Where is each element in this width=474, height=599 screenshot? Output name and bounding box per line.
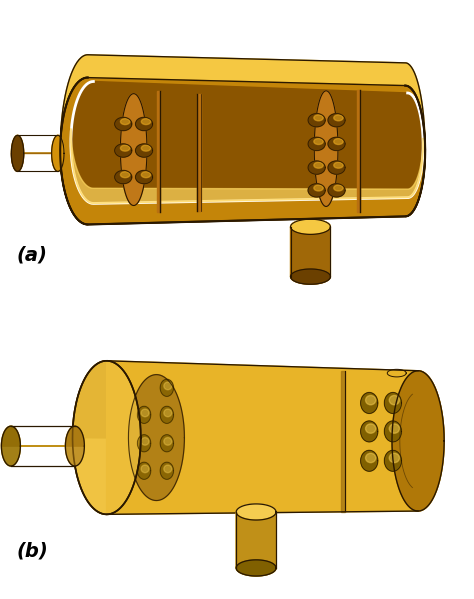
Ellipse shape — [137, 435, 151, 452]
Ellipse shape — [328, 114, 345, 127]
Ellipse shape — [141, 409, 149, 417]
Polygon shape — [128, 374, 184, 501]
Polygon shape — [341, 371, 345, 513]
Ellipse shape — [308, 114, 325, 127]
Polygon shape — [120, 93, 147, 205]
Polygon shape — [73, 438, 444, 515]
Ellipse shape — [384, 421, 401, 442]
Polygon shape — [314, 91, 338, 207]
Ellipse shape — [120, 172, 130, 178]
Text: (b): (b) — [17, 541, 48, 560]
Ellipse shape — [334, 162, 343, 168]
Ellipse shape — [389, 395, 400, 405]
Ellipse shape — [115, 144, 132, 157]
Ellipse shape — [314, 138, 323, 144]
Ellipse shape — [137, 462, 151, 479]
Ellipse shape — [389, 424, 400, 433]
Ellipse shape — [314, 115, 323, 121]
Ellipse shape — [141, 437, 149, 445]
Ellipse shape — [160, 462, 173, 479]
Polygon shape — [1, 446, 84, 466]
Ellipse shape — [314, 162, 323, 168]
Ellipse shape — [160, 379, 173, 397]
Ellipse shape — [328, 137, 345, 150]
Ellipse shape — [164, 465, 172, 473]
Text: (a): (a) — [17, 245, 47, 264]
Polygon shape — [60, 77, 425, 225]
Ellipse shape — [334, 185, 343, 191]
Polygon shape — [11, 153, 64, 171]
Ellipse shape — [334, 115, 343, 121]
Polygon shape — [107, 361, 418, 515]
Polygon shape — [11, 135, 64, 153]
Ellipse shape — [160, 435, 173, 452]
Ellipse shape — [137, 406, 151, 423]
Ellipse shape — [314, 185, 323, 191]
Polygon shape — [236, 504, 276, 520]
Ellipse shape — [308, 184, 325, 197]
Ellipse shape — [334, 138, 343, 144]
Polygon shape — [73, 361, 141, 515]
Polygon shape — [392, 371, 444, 511]
Polygon shape — [157, 91, 160, 212]
Ellipse shape — [115, 171, 132, 184]
Ellipse shape — [141, 119, 151, 125]
Ellipse shape — [365, 453, 376, 462]
Ellipse shape — [384, 450, 401, 471]
Ellipse shape — [120, 119, 130, 125]
Ellipse shape — [384, 392, 401, 413]
Ellipse shape — [141, 145, 151, 151]
Polygon shape — [73, 361, 141, 515]
Ellipse shape — [389, 453, 400, 462]
Ellipse shape — [365, 424, 376, 433]
Polygon shape — [291, 269, 330, 284]
Polygon shape — [71, 81, 423, 204]
Ellipse shape — [361, 421, 378, 442]
Polygon shape — [1, 426, 20, 466]
Polygon shape — [52, 135, 64, 171]
Ellipse shape — [361, 450, 378, 471]
Ellipse shape — [141, 465, 149, 473]
Ellipse shape — [365, 395, 376, 405]
Polygon shape — [11, 135, 24, 171]
Polygon shape — [65, 426, 84, 466]
Polygon shape — [73, 361, 444, 441]
Polygon shape — [1, 426, 84, 446]
Polygon shape — [291, 219, 330, 277]
Ellipse shape — [308, 137, 325, 150]
Polygon shape — [291, 227, 330, 284]
Polygon shape — [60, 55, 425, 225]
Polygon shape — [291, 219, 330, 234]
Ellipse shape — [328, 161, 345, 174]
Ellipse shape — [308, 161, 325, 174]
Ellipse shape — [115, 117, 132, 131]
Polygon shape — [357, 90, 360, 212]
Polygon shape — [236, 560, 276, 576]
Ellipse shape — [160, 406, 173, 423]
Ellipse shape — [361, 392, 378, 413]
Ellipse shape — [136, 171, 153, 184]
Ellipse shape — [136, 144, 153, 157]
Ellipse shape — [328, 184, 345, 197]
Ellipse shape — [164, 382, 172, 390]
Ellipse shape — [136, 117, 153, 131]
Ellipse shape — [164, 437, 172, 445]
Polygon shape — [71, 129, 423, 204]
Polygon shape — [197, 93, 201, 211]
Ellipse shape — [120, 145, 130, 151]
Polygon shape — [236, 504, 276, 568]
Polygon shape — [60, 77, 425, 225]
Ellipse shape — [164, 409, 172, 417]
Polygon shape — [236, 512, 276, 576]
Ellipse shape — [141, 172, 151, 178]
